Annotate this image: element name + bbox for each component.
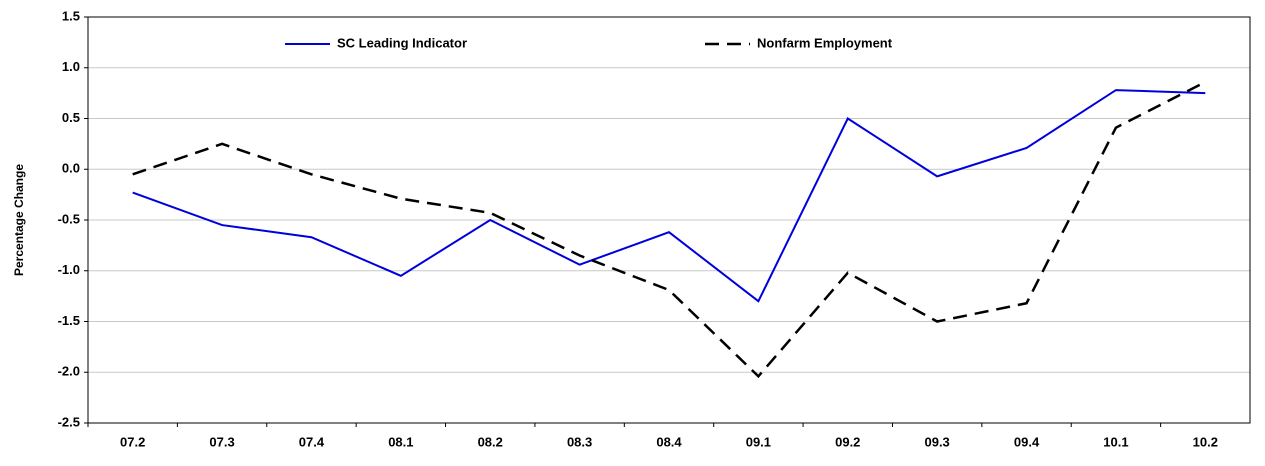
x-tick-label: 08.2 [478,434,503,449]
y-tick-label: 0.0 [62,161,80,176]
x-tick-label: 08.3 [567,434,592,449]
x-tick-label: 07.3 [209,434,234,449]
x-tick-label: 08.1 [388,434,413,449]
y-axis-label: Percentage Change [12,164,26,276]
x-tick-label: 09.3 [924,434,949,449]
x-tick-label: 10.2 [1193,434,1218,449]
y-tick-label: 0.5 [62,110,80,125]
y-tick-label: 1.5 [62,8,80,23]
y-tick-label: -0.5 [58,211,80,226]
y-tick-label: 1.0 [62,59,80,74]
x-tick-label: 10.1 [1103,434,1128,449]
x-tick-label: 09.4 [1014,434,1040,449]
y-tick-label: -2.0 [58,364,80,379]
y-tick-label: -2.5 [58,414,80,429]
plot-frame [87,16,1251,424]
x-tick-label: 09.2 [835,434,860,449]
series-line [132,89,1206,303]
y-tick-label: -1.0 [58,262,80,277]
x-tick-label: 07.2 [120,434,145,449]
x-tick-label: 07.4 [299,434,325,449]
y-tick-label: -1.5 [58,313,80,328]
series-line [132,80,1206,379]
legend-label: SC Leading Indicator [337,35,467,50]
legend-label: Nonfarm Employment [757,35,893,50]
x-tick-label: 09.1 [746,434,771,449]
x-tick-label: 08.4 [656,434,682,449]
